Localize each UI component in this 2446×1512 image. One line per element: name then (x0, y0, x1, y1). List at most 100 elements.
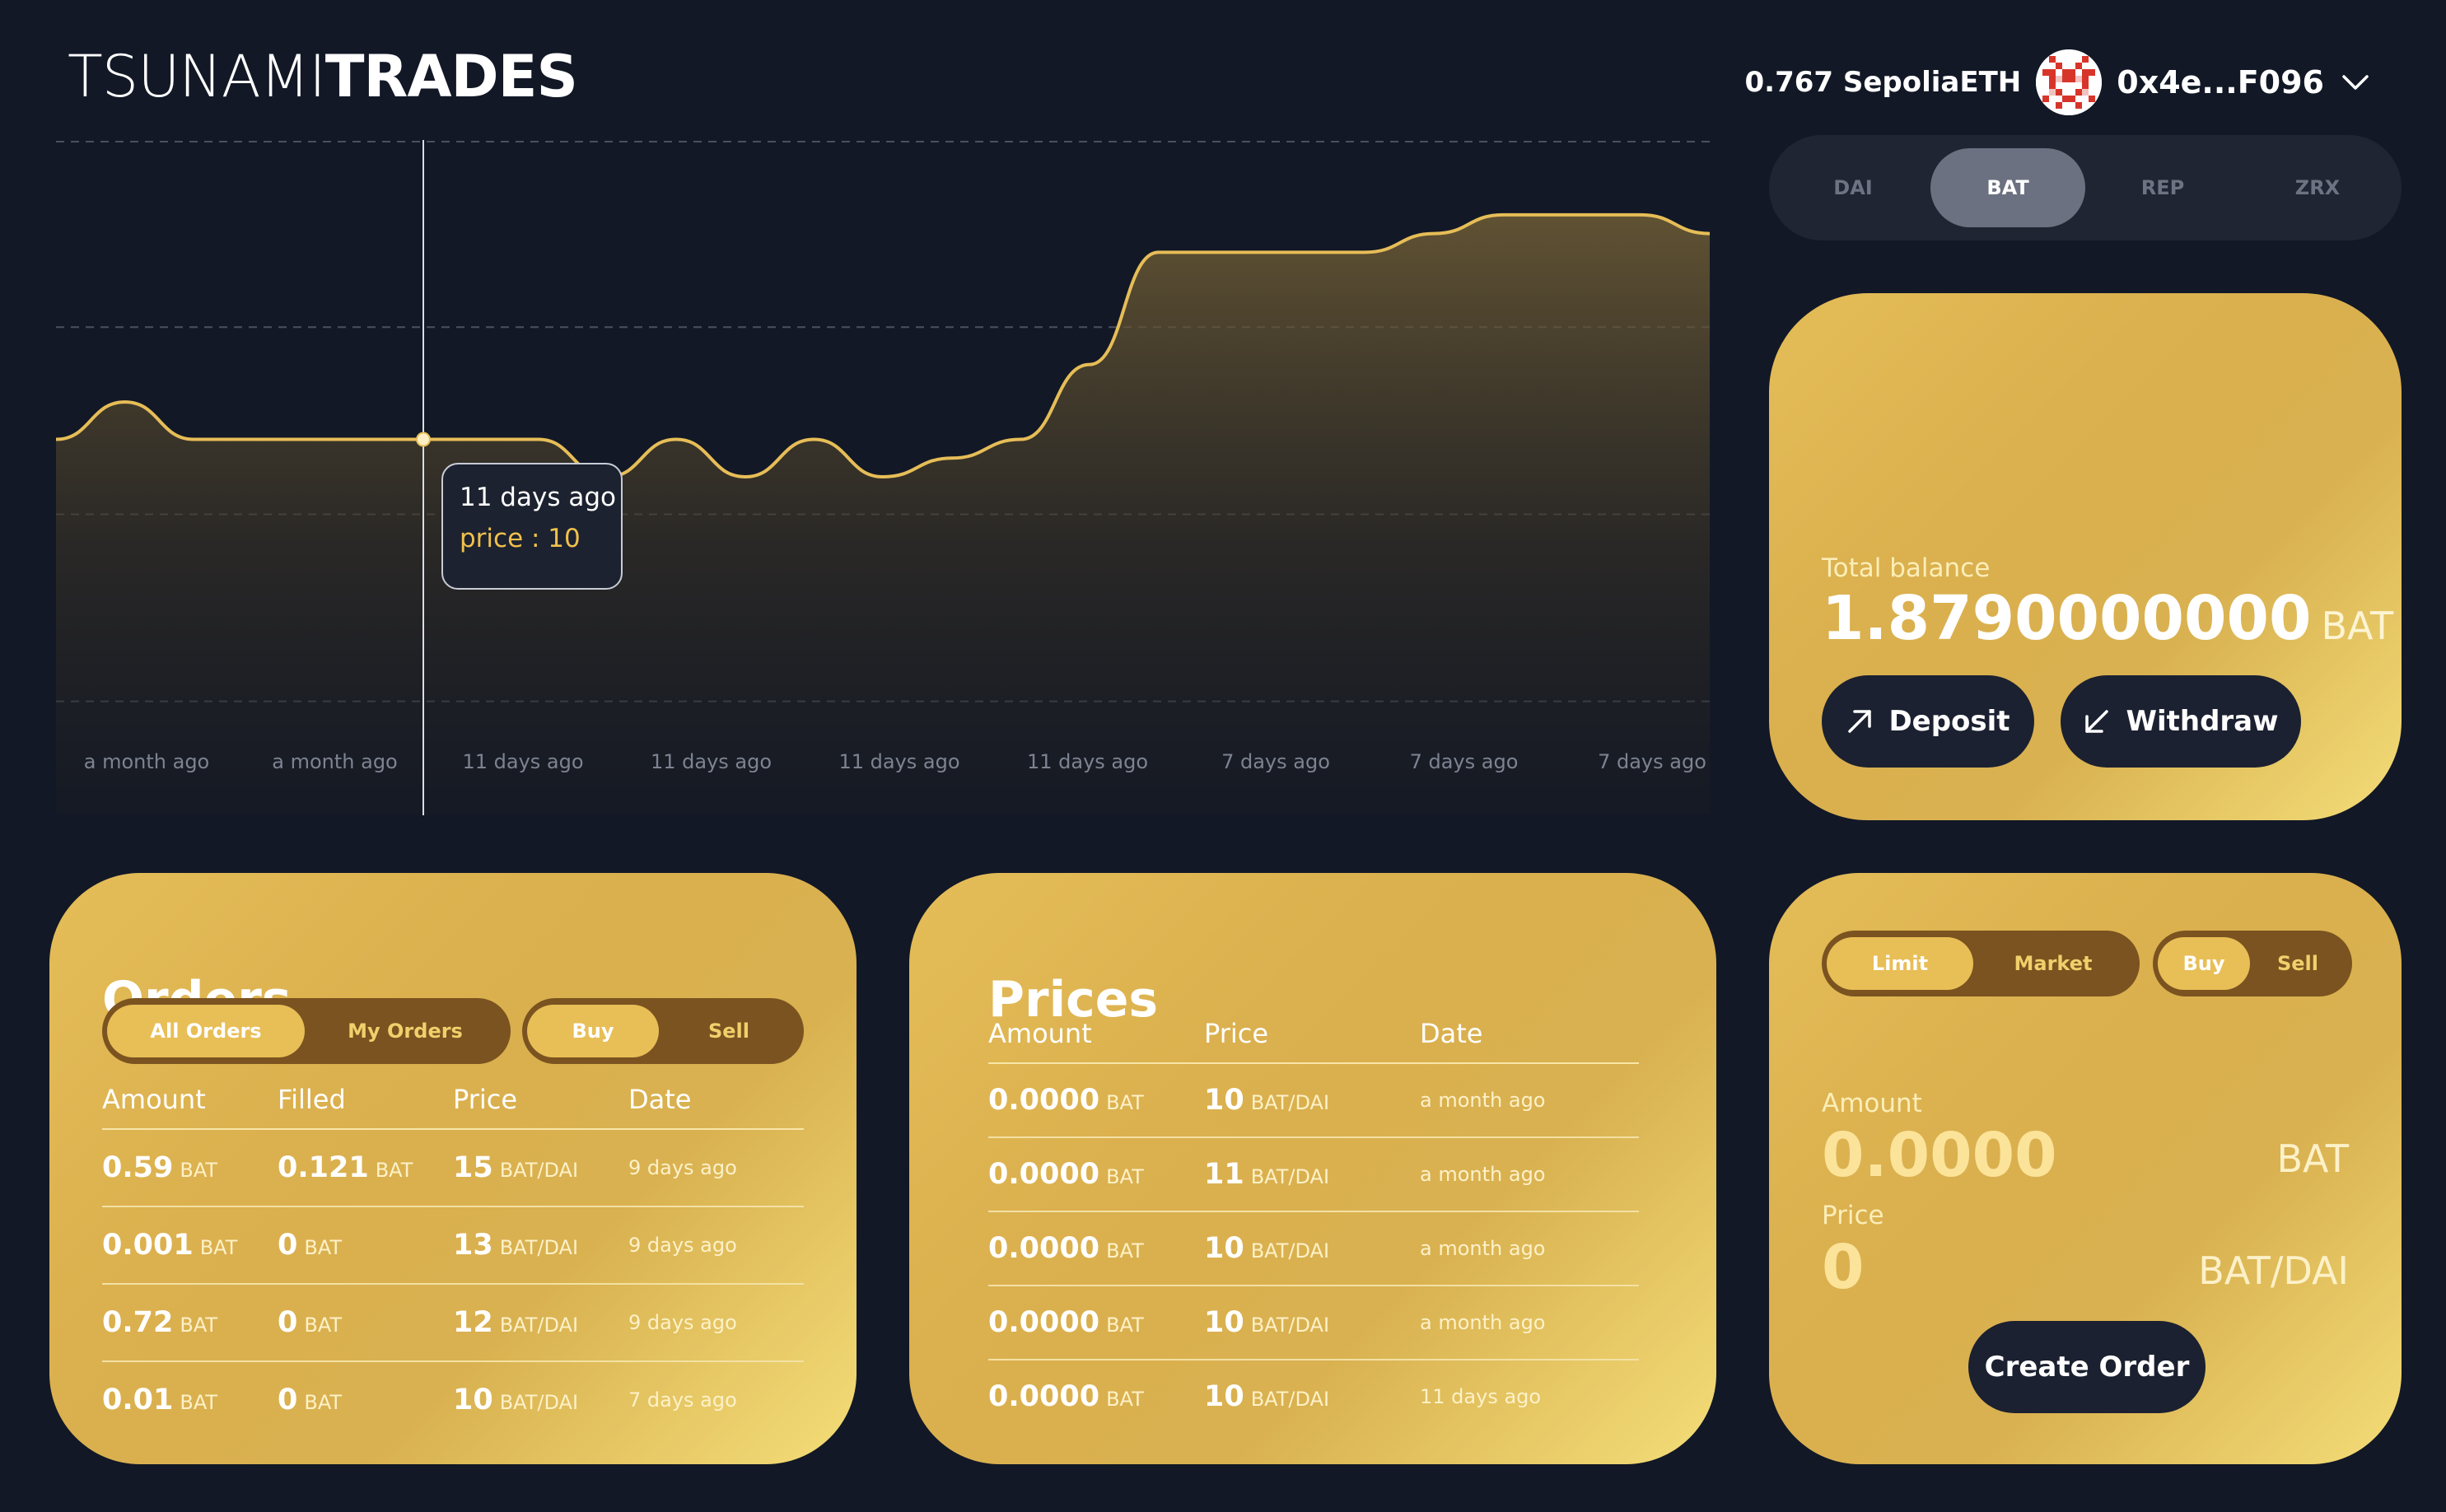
table-row: 0.0000 BAT 10 BAT/DAI a month ago (988, 1286, 1639, 1360)
chart-cursor-point (416, 432, 431, 447)
price-amount-unit: BAT (1106, 1388, 1144, 1411)
deposit-button[interactable]: Deposit (1822, 675, 2034, 768)
order-filled: 0 BAT (278, 1384, 453, 1416)
x-tick-label: 11 days ago (462, 750, 583, 773)
price-price: 10 BAT/DAI (1204, 1380, 1420, 1413)
prices-table-viewport[interactable]: Amount Price Date 0.0000 BAT 10 BAT/DAI a mo… (988, 1005, 1639, 1416)
price-price-value: 11 (1204, 1158, 1244, 1191)
tab-zrx[interactable]: ZRX (2294, 176, 2341, 199)
price-amount-value: 0.0000 (988, 1380, 1100, 1413)
order-price: 12 BAT/DAI (453, 1306, 628, 1339)
x-tick-label: a month ago (84, 750, 209, 773)
price-unit: BAT/DAI (2198, 1248, 2349, 1293)
order-filled-unit: BAT (304, 1391, 343, 1414)
x-tick-label: 7 days ago (1221, 750, 1330, 773)
tab-all-orders[interactable]: All Orders (107, 1005, 305, 1057)
tab-rep[interactable]: REP (2140, 176, 2185, 199)
price-amount: 0.0000 BAT (988, 1380, 1204, 1413)
price-date-text: 11 days ago (1420, 1385, 1542, 1408)
order-amount-value: 0.01 (102, 1384, 174, 1416)
tab-orders-sell[interactable]: Sell (707, 1020, 749, 1043)
orders-table-viewport[interactable]: Amount Filled Price Date 0.59 BAT 0.121 BAT… (102, 1071, 804, 1416)
table-row: 0.0000 BAT 10 BAT/DAI a month ago (988, 1212, 1639, 1286)
tooltip-price: price : 10 (460, 524, 581, 553)
order-amount: 0.72 BAT (102, 1306, 278, 1339)
price-amount-value: 0.0000 (988, 1232, 1100, 1265)
balance-value: 1.8790000000 (1822, 583, 2312, 654)
order-price-value: 15 (453, 1151, 493, 1184)
order-type-toggle: Limit Market (1822, 931, 2140, 996)
price-price: 10 BAT/DAI (1204, 1232, 1420, 1265)
order-date: 7 days ago (628, 1388, 804, 1412)
tooltip-date: 11 days ago (460, 483, 616, 512)
prices-table-header: Amount Price Date (988, 1005, 1639, 1064)
withdraw-button[interactable]: Withdraw (2061, 675, 2301, 768)
prices-col-price: Price (1204, 1018, 1269, 1049)
price-amount-value: 0.0000 (988, 1306, 1100, 1339)
order-date-text: 7 days ago (628, 1388, 737, 1412)
price-amount: 0.0000 BAT (988, 1232, 1204, 1265)
order-price: 13 BAT/DAI (453, 1229, 628, 1262)
prices-col-date: Date (1420, 1018, 1483, 1049)
total-balance-label: Total balance (1822, 553, 1991, 583)
order-filled: 0.121 BAT (278, 1151, 453, 1184)
create-order-button[interactable]: Create Order (1968, 1321, 2206, 1413)
orders-col-date: Date (628, 1084, 692, 1115)
order-filled-value: 0 (278, 1229, 298, 1262)
chevron-down-icon[interactable] (2339, 66, 2372, 99)
x-tick-label: 7 days ago (1598, 750, 1706, 773)
price-area (56, 214, 1710, 814)
price-amount-value: 0.0000 (988, 1158, 1100, 1191)
orders-col-filled: Filled (278, 1084, 346, 1115)
table-row[interactable]: 0.01 BAT 0 BAT 10 BAT/DAI 7 days ago (102, 1362, 804, 1416)
order-price-unit: BAT/DAI (499, 1236, 579, 1259)
tab-market[interactable]: Market (2014, 952, 2093, 975)
price-price-value: 10 (1204, 1306, 1244, 1339)
x-axis-ticks: a month ago a month ago 11 days ago 11 days… (84, 750, 1706, 773)
order-price: 15 BAT/DAI (453, 1151, 628, 1184)
order-price-unit: BAT/DAI (499, 1314, 579, 1337)
price-price-unit: BAT/DAI (1250, 1388, 1330, 1411)
price-input[interactable]: 0 (1822, 1232, 1865, 1303)
price-price: 10 BAT/DAI (1204, 1084, 1420, 1117)
price-label: Price (1822, 1201, 1884, 1230)
identicon-icon (2036, 49, 2103, 115)
order-date: 9 days ago (628, 1156, 804, 1179)
price-price-unit: BAT/DAI (1250, 1091, 1330, 1114)
order-price: 10 BAT/DAI (453, 1384, 628, 1416)
price-date: a month ago (1420, 1089, 1639, 1112)
tab-limit[interactable]: Limit (1827, 937, 1973, 990)
x-tick-label: 11 days ago (1027, 750, 1148, 773)
arrow-down-left-icon (2085, 710, 2109, 733)
order-amount-value: 0.72 (102, 1306, 174, 1339)
price-price: 10 BAT/DAI (1204, 1306, 1420, 1339)
tab-my-orders[interactable]: My Orders (348, 1020, 463, 1043)
price-price-unit: BAT/DAI (1250, 1314, 1330, 1337)
tab-bat[interactable]: BAT (1930, 148, 2085, 227)
table-row[interactable]: 0.72 BAT 0 BAT 12 BAT/DAI 9 days ago (102, 1285, 804, 1362)
table-row[interactable]: 0.001 BAT 0 BAT 13 BAT/DAI 9 days ago (102, 1207, 804, 1285)
tab-form-buy[interactable]: Buy (2158, 937, 2250, 990)
orders-side-toggle: Buy Sell (522, 998, 804, 1064)
order-amount: 0.001 BAT (102, 1229, 278, 1262)
price-price-value: 10 (1204, 1380, 1244, 1413)
price-date-text: a month ago (1420, 1089, 1546, 1112)
order-form-card: Limit Market Buy Sell Amount 0.0000 BAT … (1769, 873, 2402, 1464)
prices-card: Prices Amount Price Date 0.0000 BAT 10 BAT/… (909, 873, 1716, 1464)
price-chart[interactable]: a month ago a month ago 11 days ago 11 days… (56, 140, 1710, 815)
tab-orders-buy[interactable]: Buy (527, 1005, 659, 1057)
order-filled-unit: BAT (375, 1159, 413, 1182)
order-date-text: 9 days ago (628, 1234, 737, 1257)
balance-card: Total balance 1.8790000000 BAT Deposit Wi… (1769, 293, 2402, 820)
orders-filter-toggle: All Orders My Orders (102, 998, 511, 1064)
price-date: a month ago (1420, 1311, 1639, 1334)
tab-dai[interactable]: DAI (1833, 176, 1873, 199)
amount-unit: BAT (2276, 1136, 2349, 1181)
table-row[interactable]: 0.59 BAT 0.121 BAT 15 BAT/DAI 9 days ago (102, 1130, 804, 1207)
tab-form-sell[interactable]: Sell (2276, 952, 2318, 975)
order-amount-unit: BAT (180, 1159, 218, 1182)
amount-input[interactable]: 0.0000 (1822, 1120, 2057, 1191)
price-price-value: 10 (1204, 1232, 1244, 1265)
price-date-text: a month ago (1420, 1163, 1546, 1186)
account-menu[interactable]: 0.767 SepoliaETH 0x4e...F096 (1745, 49, 2373, 115)
